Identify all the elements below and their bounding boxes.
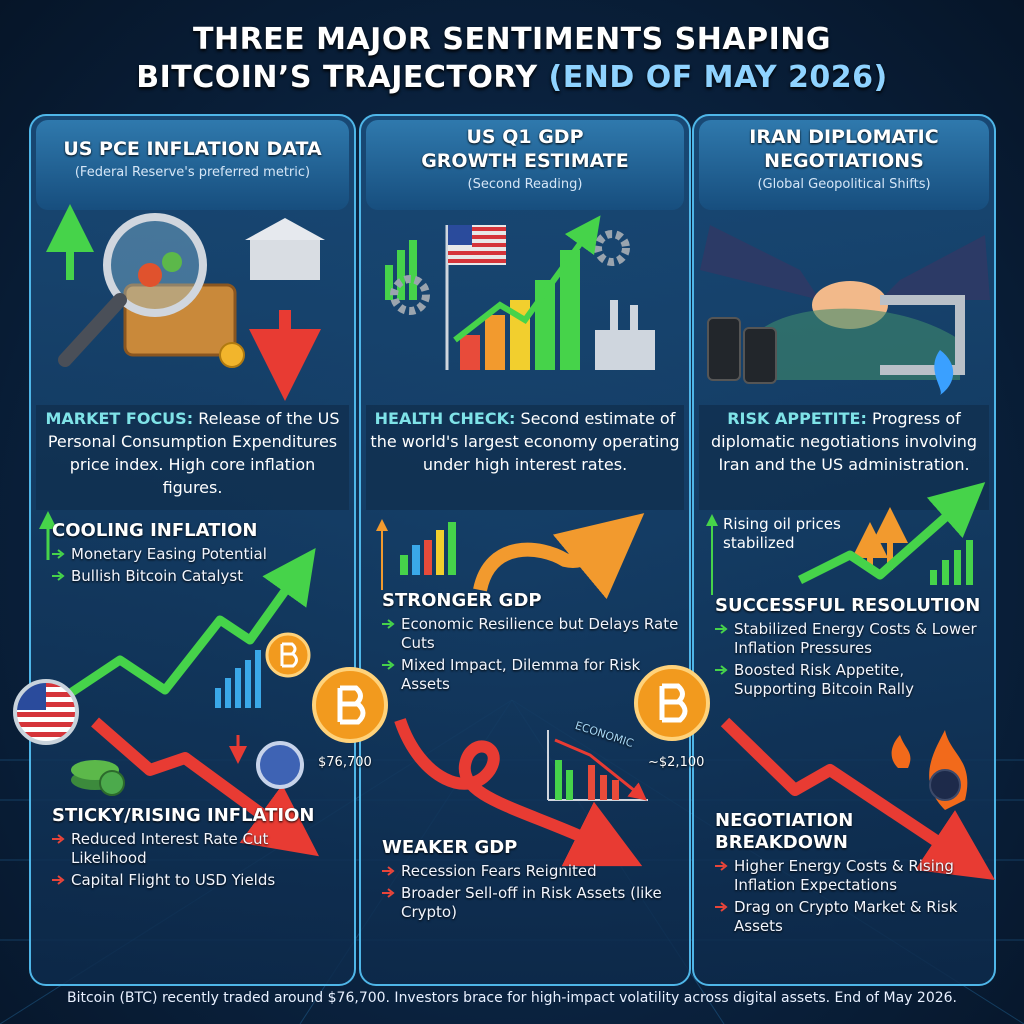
bullet-arrow [382, 888, 395, 898]
bearish-scenario: STICKY/RISING INFLATION Reduced Interest … [52, 805, 347, 890]
bullet-arrow [382, 660, 395, 670]
bullet-arrow [715, 624, 728, 634]
panel-heading: US Q1 GDP GROWTH ESTIMATE [368, 125, 682, 173]
focus-label: MARKET FOCUS: [45, 409, 194, 428]
panel: US PCE INFLATION DATA (Federal Reserve's … [30, 115, 355, 985]
title-date: (END OF MAY 2026) [548, 60, 888, 95]
panel1-scenario-art [39, 511, 320, 857]
scenario-point: Boosted Risk Appetite, Supporting Bitcoi… [715, 661, 987, 699]
scenario-title: WEAKER GDP [382, 837, 518, 858]
scenario-point: Economic Resilience but Delays Rate Cuts [382, 615, 682, 653]
panel-heading: IRAN DIPLOMATIC NEGOTIATIONS [701, 125, 987, 173]
bullet-arrow [382, 619, 395, 629]
panel-subheading: (Global Geopolitical Shifts) [757, 177, 931, 192]
bullet-arrow [52, 571, 65, 581]
bitcoin-coin [312, 667, 388, 743]
focus-text: MARKET FOCUS: Release of the US Personal… [40, 407, 345, 507]
title-line: THREE MAJOR SENTIMENTS SHAPING [193, 22, 831, 57]
scenario-note: Rising oil prices stabilized [723, 515, 841, 552]
panel-heading: US PCE INFLATION DATA [38, 137, 347, 161]
title-line: BITCOIN’S TRAJECTORY (END OF MAY 2026) [0, 60, 1024, 95]
scenario-point: Recession Fears Reignited [382, 862, 682, 881]
scenario-title: COOLING INFLATION [52, 520, 258, 541]
scenario-title: STRONGER GDP [382, 590, 542, 611]
panel-heading-line: US PCE INFLATION DATA [63, 138, 322, 160]
panel3-scenario-art [706, 482, 995, 880]
price-label: $76,700 [318, 755, 372, 770]
panel-header: US Q1 GDP GROWTH ESTIMATE (Second Reading) [368, 121, 682, 209]
panel-header: IRAN DIPLOMATIC NEGOTIATIONS (Global Geopo… [701, 121, 987, 209]
bullet-arrow [52, 549, 65, 559]
bullish-scenario: SUCCESSFUL RESOLUTION Stabilized Energy C… [715, 595, 987, 699]
panel-heading-line: GROWTH ESTIMATE [421, 150, 629, 172]
panel-subheading: (Second Reading) [467, 177, 583, 192]
panel: IRAN DIPLOMATIC NEGOTIATIONS (Global Geopo… [693, 115, 995, 985]
bullet-arrow [715, 861, 728, 871]
scenario-point-text: Capital Flight to USD Yields [71, 871, 276, 889]
scenario-point-text: Broader Sell-off in Risk Assets (like Cr… [401, 884, 662, 921]
focus-text: HEALTH CHECK: Second estimate of the wor… [370, 407, 680, 507]
panel2-scenario-art [376, 513, 648, 867]
panel-header: US PCE INFLATION DATA (Federal Reserve's … [38, 121, 347, 209]
focus-label: RISK APPETITE: [727, 409, 867, 428]
scenario-point: Mixed Impact, Dilemma for Risk Assets [382, 656, 682, 694]
gdp-illustration [385, 215, 655, 370]
inflation-illustration [46, 204, 325, 401]
panel-subheading: (Federal Reserve's preferred metric) [74, 165, 311, 180]
panel-heading-line: IRAN DIPLOMATIC [749, 126, 939, 148]
scenario-point-text: Mixed Impact, Dilemma for Risk Assets [401, 656, 641, 693]
scenario-point-text: Monetary Easing Potential [71, 545, 267, 563]
scenario-point-text: Higher Energy Costs & Rising Inflation E… [734, 857, 954, 894]
panel-heading-line: US Q1 GDP [466, 126, 584, 148]
bitcoin-coin [265, 632, 311, 678]
title-line: BITCOIN’S TRAJECTORY [136, 60, 538, 95]
bullet-arrow [382, 866, 395, 876]
scenario-point-text: Stabilized Energy Costs & Lower Inflatio… [734, 620, 977, 657]
scenario-point: Bullish Bitcoin Catalyst [52, 567, 347, 586]
scenario-point: Capital Flight to USD Yields [52, 871, 347, 890]
bullish-scenario: STRONGER GDP Economic Resilience but Dela… [382, 590, 682, 694]
scenario-point: Monetary Easing Potential [52, 545, 347, 564]
scenario-point-text: Reduced Interest Rate Cut Likelihood [71, 830, 269, 867]
bitcoin-coin [634, 665, 710, 741]
scenario-point: Stabilized Energy Costs & Lower Inflatio… [715, 620, 987, 658]
bearish-scenario: WEAKER GDP Recession Fears Reignited Broad… [382, 837, 682, 922]
focus-label: HEALTH CHECK: [374, 409, 516, 428]
scenario-point: Higher Energy Costs & Rising Inflation E… [715, 857, 987, 895]
bullet-arrow [715, 665, 728, 675]
bullet-arrow [52, 875, 65, 885]
focus-body: Second estimate of the world's largest e… [370, 409, 680, 474]
negotiation-illustration [700, 225, 990, 395]
bullet-arrow [52, 834, 65, 844]
price-label: ~$2,100 [648, 755, 705, 770]
scenario-point-text: Drag on Crypto Market & Risk Assets [734, 898, 958, 935]
bullish-scenario: COOLING INFLATION Monetary Easing Potenti… [52, 520, 347, 586]
focus-text: RISK APPETITE: Progress of diplomatic ne… [703, 407, 985, 507]
scenario-title: STICKY/RISING INFLATION [52, 805, 315, 826]
scenario-point: Broader Sell-off in Risk Assets (like Cr… [382, 884, 682, 922]
footer: Bitcoin (BTC) recently traded around $76… [67, 990, 957, 1006]
scenario-point-text: Bullish Bitcoin Catalyst [71, 567, 244, 585]
panel: US Q1 GDP GROWTH ESTIMATE (Second Reading)… [360, 115, 690, 985]
scenario-point: Reduced Interest Rate Cut Likelihood [52, 830, 347, 868]
bullet-arrow [715, 902, 728, 912]
scenario-title: NEGOTIATION BREAKDOWN [715, 810, 854, 853]
scenario-point-text: Boosted Risk Appetite, Supporting Bitcoi… [734, 661, 914, 698]
bearish-scenario: NEGOTIATION BREAKDOWN Higher Energy Costs… [715, 810, 987, 936]
scenario-point: Drag on Crypto Market & Risk Assets [715, 898, 987, 936]
panel-heading-line: NEGOTIATIONS [764, 150, 924, 172]
focus-body: Progress of diplomatic negotiations invo… [710, 409, 977, 474]
scenario-title: SUCCESSFUL RESOLUTION [715, 595, 981, 616]
scenario-point-text: Economic Resilience but Delays Rate Cuts [401, 615, 679, 652]
focus-body: Release of the US Personal Consumption E… [47, 409, 340, 497]
scenario-point-text: Recession Fears Reignited [401, 862, 597, 880]
